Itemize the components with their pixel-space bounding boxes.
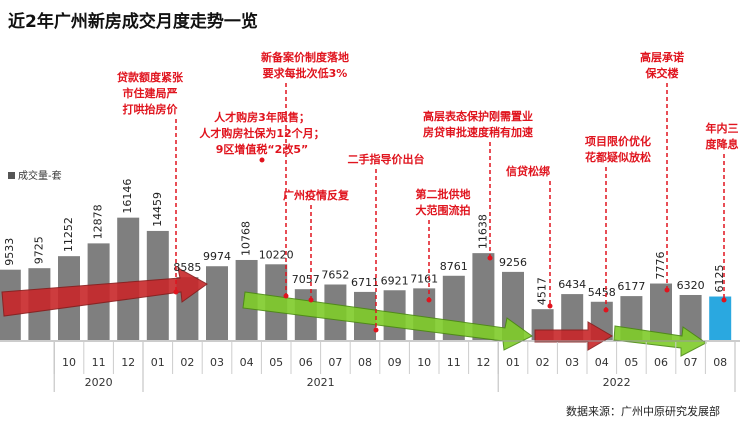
x-tick-label: 05	[624, 356, 638, 369]
data-label: 9533	[3, 238, 16, 266]
annotation-dot	[173, 289, 179, 295]
data-label: 9725	[32, 236, 45, 264]
annotation: 9区增值税“2改5”	[216, 142, 308, 156]
x-tick-label: 04	[240, 356, 254, 369]
bar	[561, 294, 584, 340]
data-label: 9256	[499, 256, 527, 269]
source: 数据来源：广州中原研究发展部	[566, 404, 720, 418]
annotation-dot	[603, 307, 609, 313]
data-label: 5458	[588, 286, 616, 299]
annotation-dot	[373, 327, 379, 333]
x-tick-label: 06	[299, 356, 313, 369]
arrow	[534, 321, 613, 351]
annotation: 人才购房3年限售；	[214, 110, 310, 124]
bar	[650, 283, 672, 340]
annotation: 度降息	[706, 137, 739, 151]
annotation: 要求每批次低3%	[263, 66, 348, 80]
annotation: 高层承诺	[640, 50, 684, 64]
annotation: 贷款额度紧张	[117, 70, 184, 84]
x-tick-label: 10	[417, 356, 431, 369]
x-tick-label: 09	[388, 356, 402, 369]
bar	[206, 266, 228, 340]
bar	[709, 296, 732, 340]
annotation: 高层表态保护刚需置业	[423, 109, 533, 123]
data-label: 10220	[259, 248, 294, 261]
x-tick-label: 02	[536, 356, 550, 369]
annotation-dot	[426, 297, 432, 303]
bar	[472, 253, 495, 340]
annotation: 二手指导价出台	[348, 152, 425, 166]
x-tick-label: 01	[151, 356, 165, 369]
annotation-dot	[259, 157, 265, 163]
x-tick-label: 04	[595, 356, 609, 369]
data-label: 11638	[476, 214, 489, 249]
x-tick-label: 02	[180, 356, 194, 369]
annotation: 打哄抬房价	[123, 102, 179, 116]
x-tick-label: 05	[269, 356, 283, 369]
legend-swatch	[8, 172, 15, 179]
data-label: 12878	[92, 204, 105, 239]
x-tick-label: 08	[713, 356, 727, 369]
data-label: 7057	[292, 273, 320, 286]
data-label: 7652	[321, 269, 349, 282]
x-tick-label: 11	[447, 356, 461, 369]
data-label: 8585	[173, 261, 201, 274]
annotation: 花都疑似放松	[585, 150, 651, 164]
data-label: 6921	[381, 274, 409, 287]
bar	[117, 217, 140, 340]
data-label: 8761	[440, 260, 468, 273]
annotation: 广州疫情反复	[283, 188, 350, 202]
annotation: 人才购房社保为12个月；	[199, 126, 324, 140]
year-label: 2020	[85, 376, 113, 389]
x-tick-label: 07	[328, 356, 342, 369]
x-tick-label: 07	[684, 356, 698, 369]
x-tick-label: 01	[506, 356, 520, 369]
arrow	[1, 267, 208, 317]
data-label: 7776	[654, 252, 667, 280]
arrow	[242, 291, 533, 351]
annotation: 第二批供地	[416, 187, 471, 201]
chart-title: 近2年广州新房成交月度走势一览	[8, 11, 258, 32]
data-label: 10768	[240, 221, 253, 256]
x-tick-label: 11	[92, 356, 106, 369]
x-tick-label: 03	[210, 356, 224, 369]
annotation-dot	[721, 297, 727, 303]
annotation-dot	[664, 287, 670, 293]
data-label: 14459	[151, 192, 164, 227]
annotation: 房贷审批速度稍有加速	[423, 125, 533, 139]
annotation: 项目限价优化	[585, 134, 651, 148]
annotation: 保交楼	[645, 66, 679, 80]
data-label: 6711	[351, 276, 379, 289]
data-label: 7161	[410, 272, 438, 285]
annotation-dot	[487, 255, 493, 261]
data-label: 6434	[558, 278, 586, 291]
annotation: 市住建局严	[123, 86, 178, 100]
x-tick-label: 03	[565, 356, 579, 369]
year-label: 2022	[603, 376, 631, 389]
annotation-dot	[308, 297, 314, 303]
annotation: 新备案价制度落地	[261, 50, 349, 64]
data-label: 4517	[536, 277, 549, 305]
year-label: 2021	[307, 376, 335, 389]
data-label: 16146	[121, 179, 134, 214]
data-label: 6125	[713, 265, 726, 293]
annotation: 大范围流拍	[416, 203, 471, 217]
x-tick-label: 06	[654, 356, 668, 369]
annotation-dot	[283, 293, 289, 299]
data-label: 6177	[617, 280, 645, 293]
x-tick-label: 10	[62, 356, 76, 369]
data-label: 11252	[62, 217, 75, 252]
data-label: 6320	[677, 279, 705, 292]
annotation: 年内三	[706, 121, 739, 135]
annotation: 信贷松绑	[506, 164, 550, 178]
x-tick-label: 08	[358, 356, 372, 369]
data-label: 9974	[203, 250, 231, 263]
legend-label: 成交量-套	[18, 169, 62, 182]
x-tick-label: 12	[121, 356, 135, 369]
x-tick-label: 12	[476, 356, 490, 369]
annotation-dot	[547, 303, 553, 309]
